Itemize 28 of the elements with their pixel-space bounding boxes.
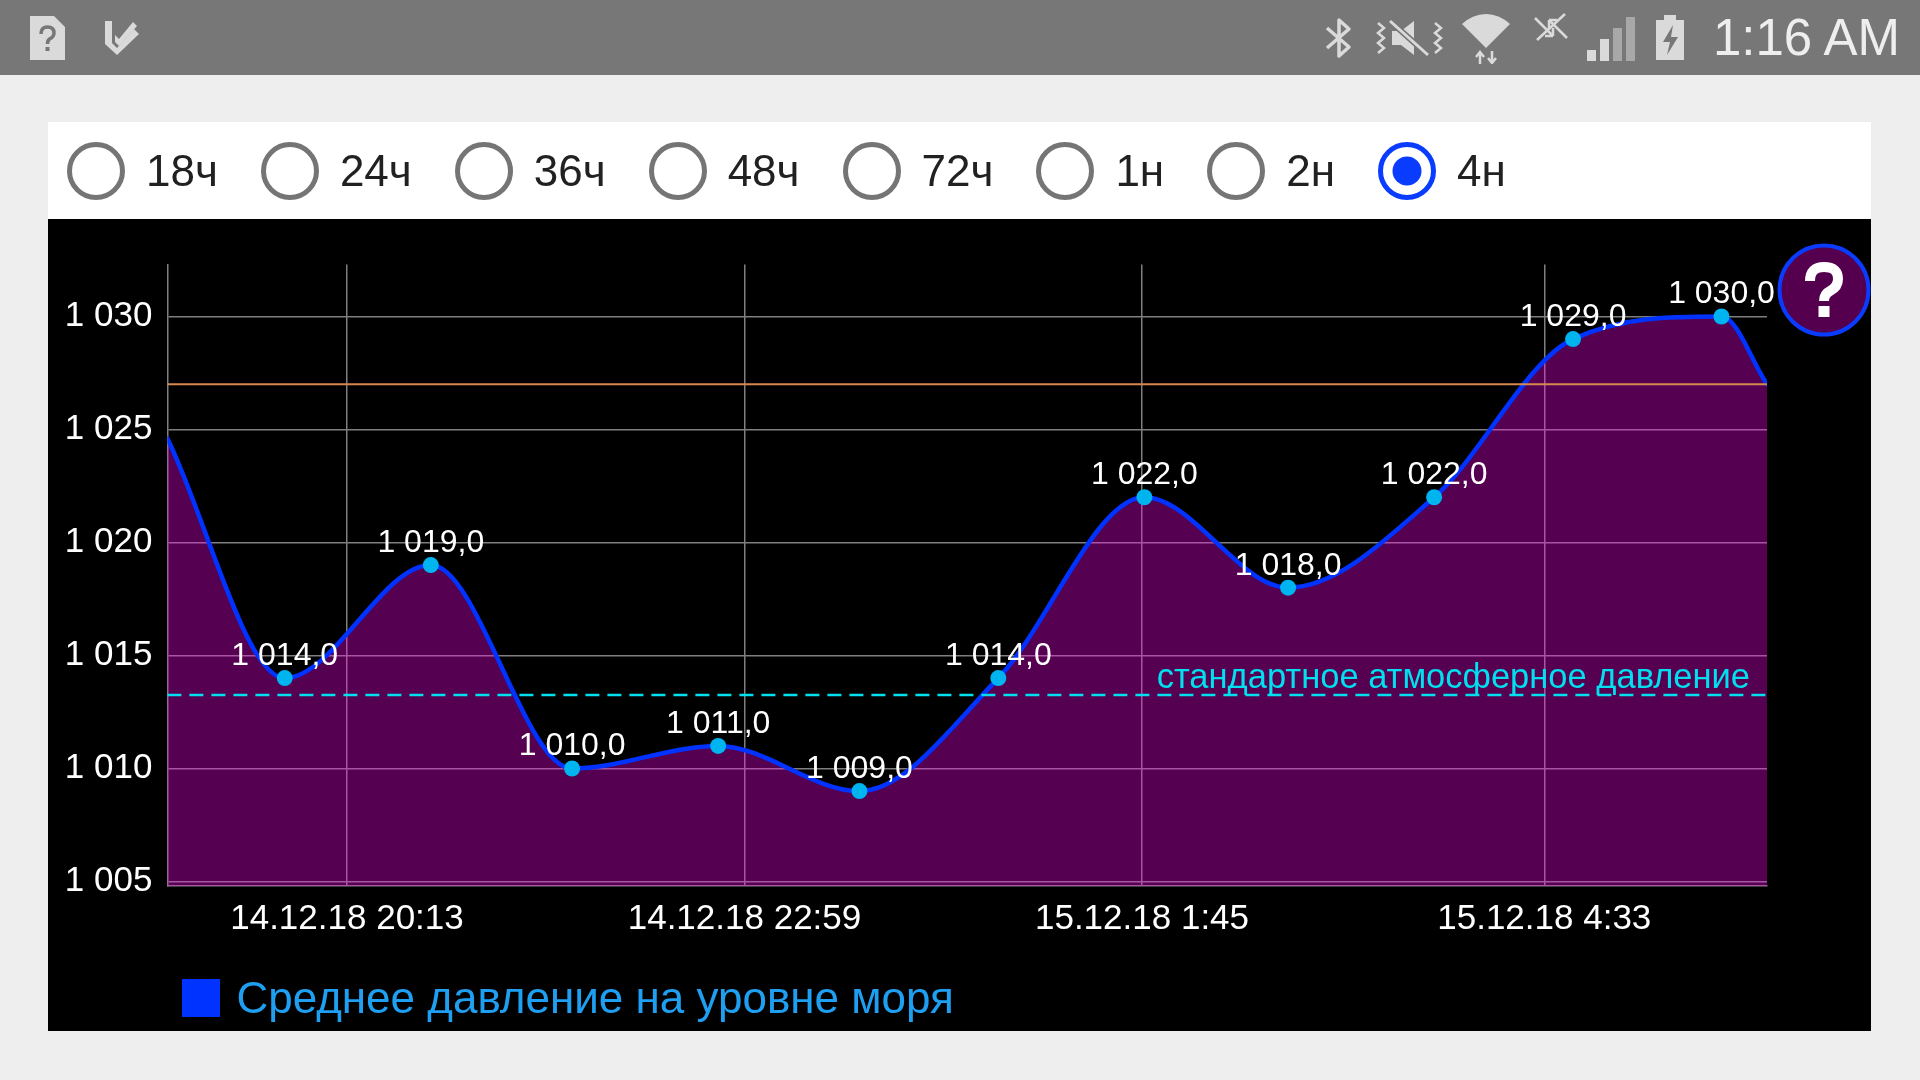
x-tick-label: 15.12.18 4:33 <box>1437 896 1652 936</box>
y-tick-label: 1 010 <box>64 746 153 786</box>
data-label: 1 029,0 <box>1519 297 1627 334</box>
x-tick-label: 15.12.18 1:45 <box>1034 896 1250 936</box>
data-label: 1 030,0 <box>1668 274 1775 311</box>
text: 4н <box>1456 145 1506 196</box>
data-label: 1 019,0 <box>377 523 485 560</box>
text: 1н <box>1115 145 1165 196</box>
data-label: 1 009,0 <box>806 749 913 786</box>
ref-line-label: стандартное атмосферное давление <box>1156 657 1750 696</box>
y-tick-label: 1 020 <box>64 520 153 560</box>
y-tick-label: 1 030 <box>64 294 153 334</box>
y-tick-label: 1 025 <box>64 407 153 447</box>
text: 1:16 AM <box>1712 8 1900 68</box>
text: 24ч <box>339 145 412 196</box>
x-tick-label: 14.12.18 22:59 <box>627 896 862 936</box>
y-tick-label: 1 015 <box>64 633 153 673</box>
text: 48ч <box>727 145 800 196</box>
y-tick-label: 1 005 <box>64 859 153 899</box>
data-label: 1 010,0 <box>518 726 626 763</box>
legend-label: Среднее давление на уровне моря <box>236 973 954 1022</box>
text: 36ч <box>533 145 606 196</box>
text: 18ч <box>146 145 218 196</box>
text: 72ч <box>921 145 994 196</box>
data-label: 1 022,0 <box>1091 455 1198 492</box>
x-tick-label: 14.12.18 20:13 <box>230 896 464 936</box>
data-label: 1 011,0 <box>665 703 771 740</box>
text: 2н <box>1286 145 1335 196</box>
